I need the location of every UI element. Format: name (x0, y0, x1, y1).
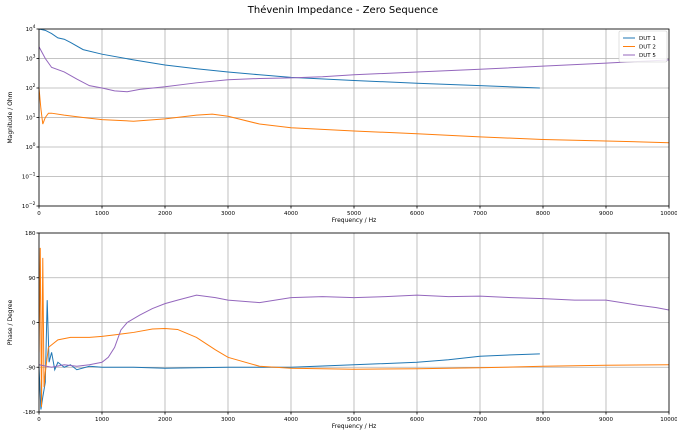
x-tick-label: 8000 (536, 417, 550, 423)
x-tick-label: 2000 (158, 417, 172, 423)
x-tick-label: 5000 (347, 417, 361, 423)
x-tick-label: 10000 (660, 211, 677, 217)
y-tick-label: 0 (32, 321, 36, 327)
series-line-dut-1 (39, 29, 540, 89)
y-tick-label: 180 (25, 231, 36, 237)
x-tick-label: 1000 (95, 417, 109, 423)
y-tick-label: 104 (26, 24, 36, 33)
magnitude-panel: 0 1000 2000 3000 4000 5000 6000 7000 8000 9000 100… (7, 24, 677, 224)
x-tick-label: 7000 (473, 417, 487, 423)
y-tick-label: 10−2 (22, 201, 36, 210)
series-line-dut-2 (39, 87, 669, 144)
legend: DUT 1 DUT 2 DUT 5 (618, 30, 668, 63)
x-tick-label: 3000 (221, 211, 235, 217)
legend-label: DUT 1 (639, 36, 656, 42)
series-line-dut-2 (39, 247, 669, 408)
y-axis-label: Phase / Degree (7, 299, 14, 345)
x-axis-label: Frequency / Hz (332, 217, 377, 224)
x-tick-label: 8000 (536, 211, 550, 217)
series-line-dut-5 (39, 46, 669, 93)
x-tick-label: 7000 (473, 211, 487, 217)
x-tick-label: 4000 (284, 417, 298, 423)
x-tick-label: 2000 (158, 211, 172, 217)
y-tick-label: 100 (26, 142, 36, 151)
x-tick-label: 9000 (599, 211, 613, 217)
series-line-dut-5 (39, 294, 669, 368)
x-tick-label: 6000 (410, 211, 424, 217)
series-line-dut-1 (39, 300, 540, 410)
y-tick-label: 103 (26, 54, 36, 63)
x-tick-label: 1000 (95, 211, 109, 217)
x-tick-label: 4000 (284, 211, 298, 217)
legend-box (618, 30, 668, 63)
y-tick-label: -180 (23, 410, 36, 416)
y-tick-label: 102 (26, 83, 36, 92)
x-tick-label: 9000 (599, 417, 613, 423)
phase-panel: 0 1000 2000 3000 4000 5000 6000 7000 8000 9000 100… (7, 231, 677, 430)
x-tick-label: 0 (37, 417, 41, 423)
x-axis-label: Frequency / Hz (332, 423, 377, 430)
chart-title: Thévenin Impedance - Zero Sequence (247, 4, 438, 16)
y-axis-label: Magnitude / Ohm (7, 91, 14, 143)
legend-label: DUT 5 (639, 53, 656, 59)
x-tick-label: 3000 (221, 417, 235, 423)
x-tick-label: 6000 (410, 417, 424, 423)
y-tick-label: 101 (26, 113, 36, 122)
y-tick-label: 10−1 (22, 172, 36, 181)
x-tick-label: 5000 (347, 211, 361, 217)
y-tick-label: 90 (29, 276, 36, 282)
y-tick-label: -90 (27, 365, 36, 371)
x-tick-label: 10000 (660, 417, 677, 423)
legend-label: DUT 2 (639, 45, 656, 51)
x-tick-label: 0 (37, 211, 41, 217)
